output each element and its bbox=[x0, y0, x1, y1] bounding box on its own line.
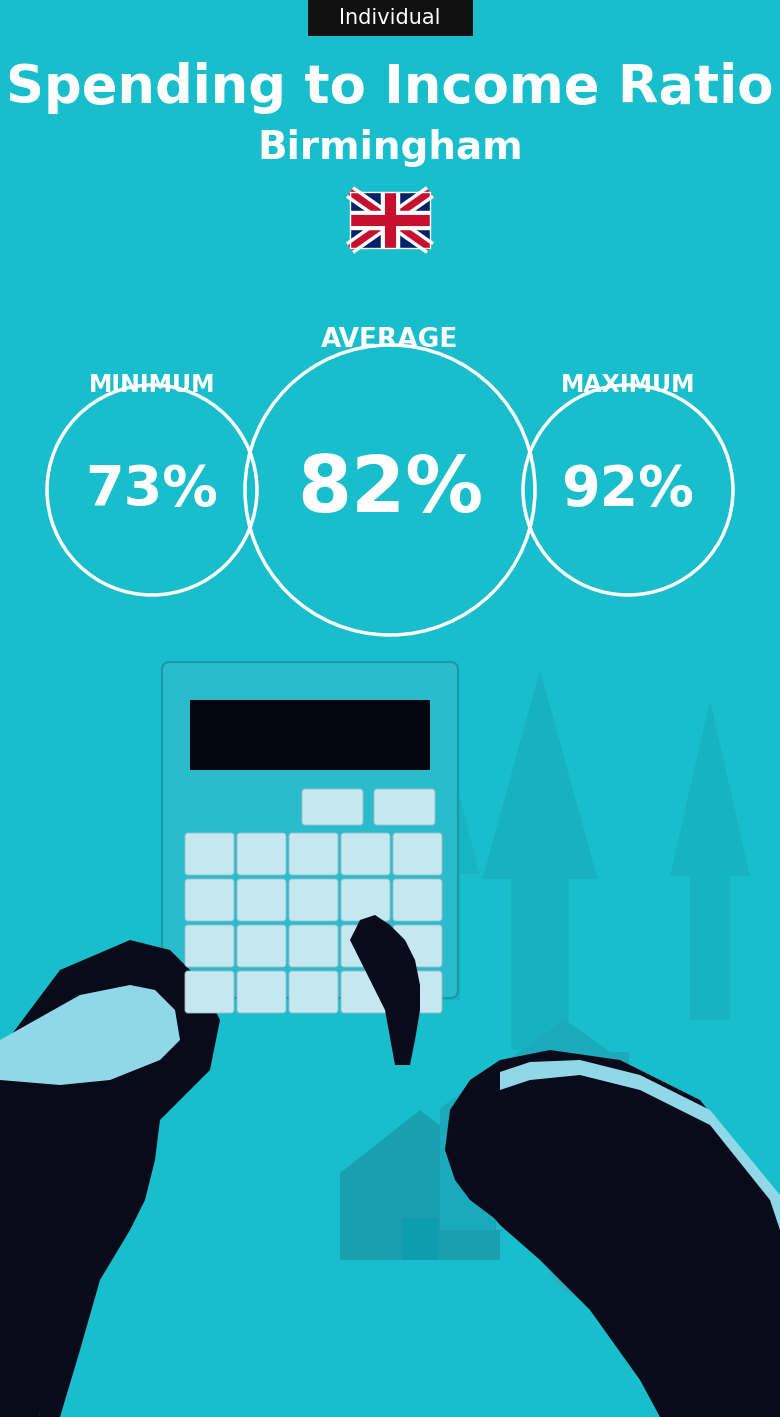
Text: $: $ bbox=[583, 1247, 607, 1280]
FancyBboxPatch shape bbox=[302, 789, 363, 825]
Polygon shape bbox=[0, 939, 220, 1417]
Text: 82%: 82% bbox=[297, 452, 483, 529]
Text: 73%: 73% bbox=[86, 463, 218, 517]
FancyBboxPatch shape bbox=[374, 789, 435, 825]
Ellipse shape bbox=[653, 1204, 687, 1236]
FancyBboxPatch shape bbox=[237, 971, 286, 1013]
FancyBboxPatch shape bbox=[289, 971, 338, 1013]
Bar bbox=[495, 1196, 640, 1206]
Text: Birmingham: Birmingham bbox=[257, 129, 523, 167]
Ellipse shape bbox=[582, 1204, 608, 1226]
FancyBboxPatch shape bbox=[341, 971, 390, 1013]
Polygon shape bbox=[0, 985, 185, 1417]
Bar bbox=[340, 1173, 500, 1260]
Polygon shape bbox=[350, 915, 420, 1066]
Bar bbox=[402, 1219, 438, 1260]
FancyBboxPatch shape bbox=[185, 879, 234, 921]
Bar bbox=[495, 1209, 640, 1219]
Polygon shape bbox=[400, 720, 480, 1000]
Ellipse shape bbox=[605, 1227, 735, 1332]
FancyBboxPatch shape bbox=[341, 925, 390, 966]
Bar bbox=[448, 1132, 461, 1159]
Bar bbox=[495, 1185, 640, 1195]
Polygon shape bbox=[0, 985, 180, 1085]
Text: 92%: 92% bbox=[562, 463, 694, 517]
FancyBboxPatch shape bbox=[393, 971, 442, 1013]
FancyBboxPatch shape bbox=[185, 833, 234, 876]
Polygon shape bbox=[670, 700, 750, 1020]
Text: MINIMUM: MINIMUM bbox=[89, 373, 215, 397]
Bar bbox=[190, 700, 430, 769]
FancyBboxPatch shape bbox=[341, 833, 390, 876]
Text: Spending to Income Ratio: Spending to Income Ratio bbox=[6, 62, 774, 113]
Bar bbox=[495, 1148, 640, 1158]
Polygon shape bbox=[500, 1060, 780, 1230]
Polygon shape bbox=[455, 1085, 780, 1417]
Bar bbox=[495, 1161, 640, 1170]
Text: $: $ bbox=[653, 1261, 687, 1309]
Polygon shape bbox=[445, 1050, 780, 1417]
Bar bbox=[350, 191, 430, 248]
Polygon shape bbox=[483, 670, 597, 1050]
FancyBboxPatch shape bbox=[307, 0, 473, 35]
FancyBboxPatch shape bbox=[393, 879, 442, 921]
Text: AVERAGE: AVERAGE bbox=[321, 327, 459, 353]
Bar bbox=[495, 1220, 640, 1230]
FancyBboxPatch shape bbox=[289, 833, 338, 876]
Bar bbox=[608, 1051, 629, 1090]
FancyBboxPatch shape bbox=[237, 925, 286, 966]
Ellipse shape bbox=[548, 1220, 643, 1299]
Bar bbox=[350, 191, 430, 248]
FancyBboxPatch shape bbox=[237, 879, 286, 921]
Text: Individual: Individual bbox=[339, 9, 441, 28]
Text: MAXIMUM: MAXIMUM bbox=[561, 373, 695, 397]
Bar bbox=[440, 1108, 690, 1230]
FancyBboxPatch shape bbox=[185, 925, 234, 966]
FancyBboxPatch shape bbox=[185, 971, 234, 1013]
Bar bbox=[495, 1172, 640, 1182]
Bar bbox=[537, 1172, 593, 1230]
Polygon shape bbox=[340, 1110, 500, 1173]
Polygon shape bbox=[440, 1020, 690, 1108]
FancyBboxPatch shape bbox=[393, 925, 442, 966]
FancyBboxPatch shape bbox=[341, 879, 390, 921]
FancyBboxPatch shape bbox=[289, 925, 338, 966]
FancyBboxPatch shape bbox=[393, 833, 442, 876]
FancyBboxPatch shape bbox=[237, 833, 286, 876]
FancyBboxPatch shape bbox=[162, 662, 458, 998]
FancyBboxPatch shape bbox=[289, 879, 338, 921]
